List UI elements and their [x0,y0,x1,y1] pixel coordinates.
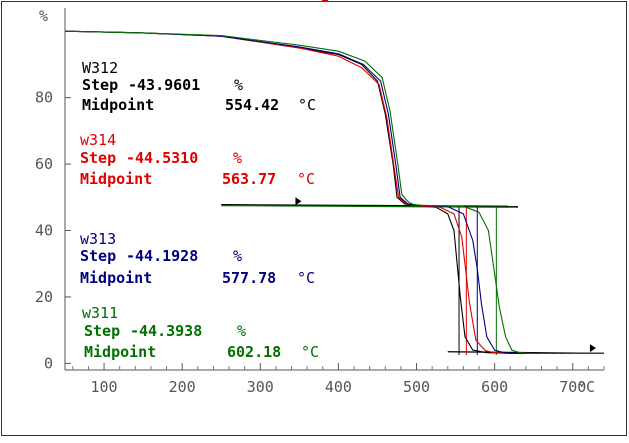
annotation-w312-step-label: Step [82,76,118,94]
annotation-w313-mid-unit: °C [297,269,315,287]
annotation-w311-mid-unit: °C [301,343,319,361]
annotation-w312-step-value: -43.9601 [128,76,200,94]
x-tick-label-500: 500 [403,378,430,396]
annotation-w313-step-unit: % [233,247,242,265]
annotation-w313-mid-value: 577.78 [222,269,276,287]
marker-flag-0 [295,197,302,206]
annotation-w311-mid-value: 602.18 [227,343,281,361]
annotation-w314-mid-label: Midpoint [80,170,152,188]
annotation-w311-name: w311 [82,304,118,322]
annotation-w311-step-unit: % [237,322,246,340]
annotation-w314-mid-unit: °C [297,170,315,188]
x-tick-label-700: 700 [559,378,586,396]
annotation-w312-mid-label: Midpoint [82,96,154,114]
annotation-w312: W312 Step -43.9601 % Midpoint 554.42 °C [82,59,316,114]
series-layer [64,30,604,354]
tangent-layer [221,204,605,354]
y-unit-label: % [39,7,48,25]
annotation-w312-mid-value: 554.42 [225,96,279,114]
y-tick-label-0: 0 [44,354,53,372]
series-line-w311 [64,30,604,354]
top-edge-mark [322,0,328,2]
y-tick-label-80: 80 [35,89,53,107]
annotation-w311-step-label: Step [84,322,120,340]
marker-layer [295,197,596,353]
annotation-w312-step-unit: % [234,76,243,94]
annotation-w314-name: w314 [80,131,116,149]
x-tick-label-300: 300 [247,378,274,396]
annotation-w313: w313 Step -44.1928 % Midpoint 577.78 °C [80,230,315,287]
tangent-line-0 [221,204,519,207]
annotation-w314: w314 Step -44.5310 % Midpoint 563.77 °C [80,131,315,188]
annotation-w314-step-label: Step [80,149,116,167]
annotation-w314-step-value: -44.5310 [126,149,198,167]
annotation-w314-step-unit: % [233,149,242,167]
series-line-w314 [64,30,604,354]
annotation-w311-mid-label: Midpoint [84,343,156,361]
y-tick-label-20: 20 [35,288,53,306]
annotation-w313-step-value: -44.1928 [126,247,198,265]
x-tick-label-100: 100 [91,378,118,396]
tick-layer: 0 20 40 60 80 100 200 300 400 500 600 700 [35,89,605,396]
y-tick-label-60: 60 [35,155,53,173]
annotation-w313-name: w313 [80,230,116,248]
tangent-line-1 [221,205,519,208]
annotation-w313-mid-label: Midpoint [80,269,152,287]
marker-flag-1 [589,344,596,353]
y-tick-label-40: 40 [35,222,53,240]
x-unit-label: °C [577,378,595,396]
outer-frame [1,1,627,436]
series-line-w313 [64,30,604,354]
annotation-w313-step-label: Step [80,247,116,265]
annotation-w311-step-value: -44.3938 [130,322,202,340]
x-tick-label-400: 400 [325,378,352,396]
annotation-w314-mid-value: 563.77 [222,170,276,188]
x-tick-label-200: 200 [169,378,196,396]
annotation-w312-name: W312 [82,59,118,77]
annotation-w312-mid-unit: °C [298,96,316,114]
annotation-w311: w311 Step -44.3938 % Midpoint 602.18 °C [82,304,319,361]
x-tick-label-600: 600 [481,378,508,396]
